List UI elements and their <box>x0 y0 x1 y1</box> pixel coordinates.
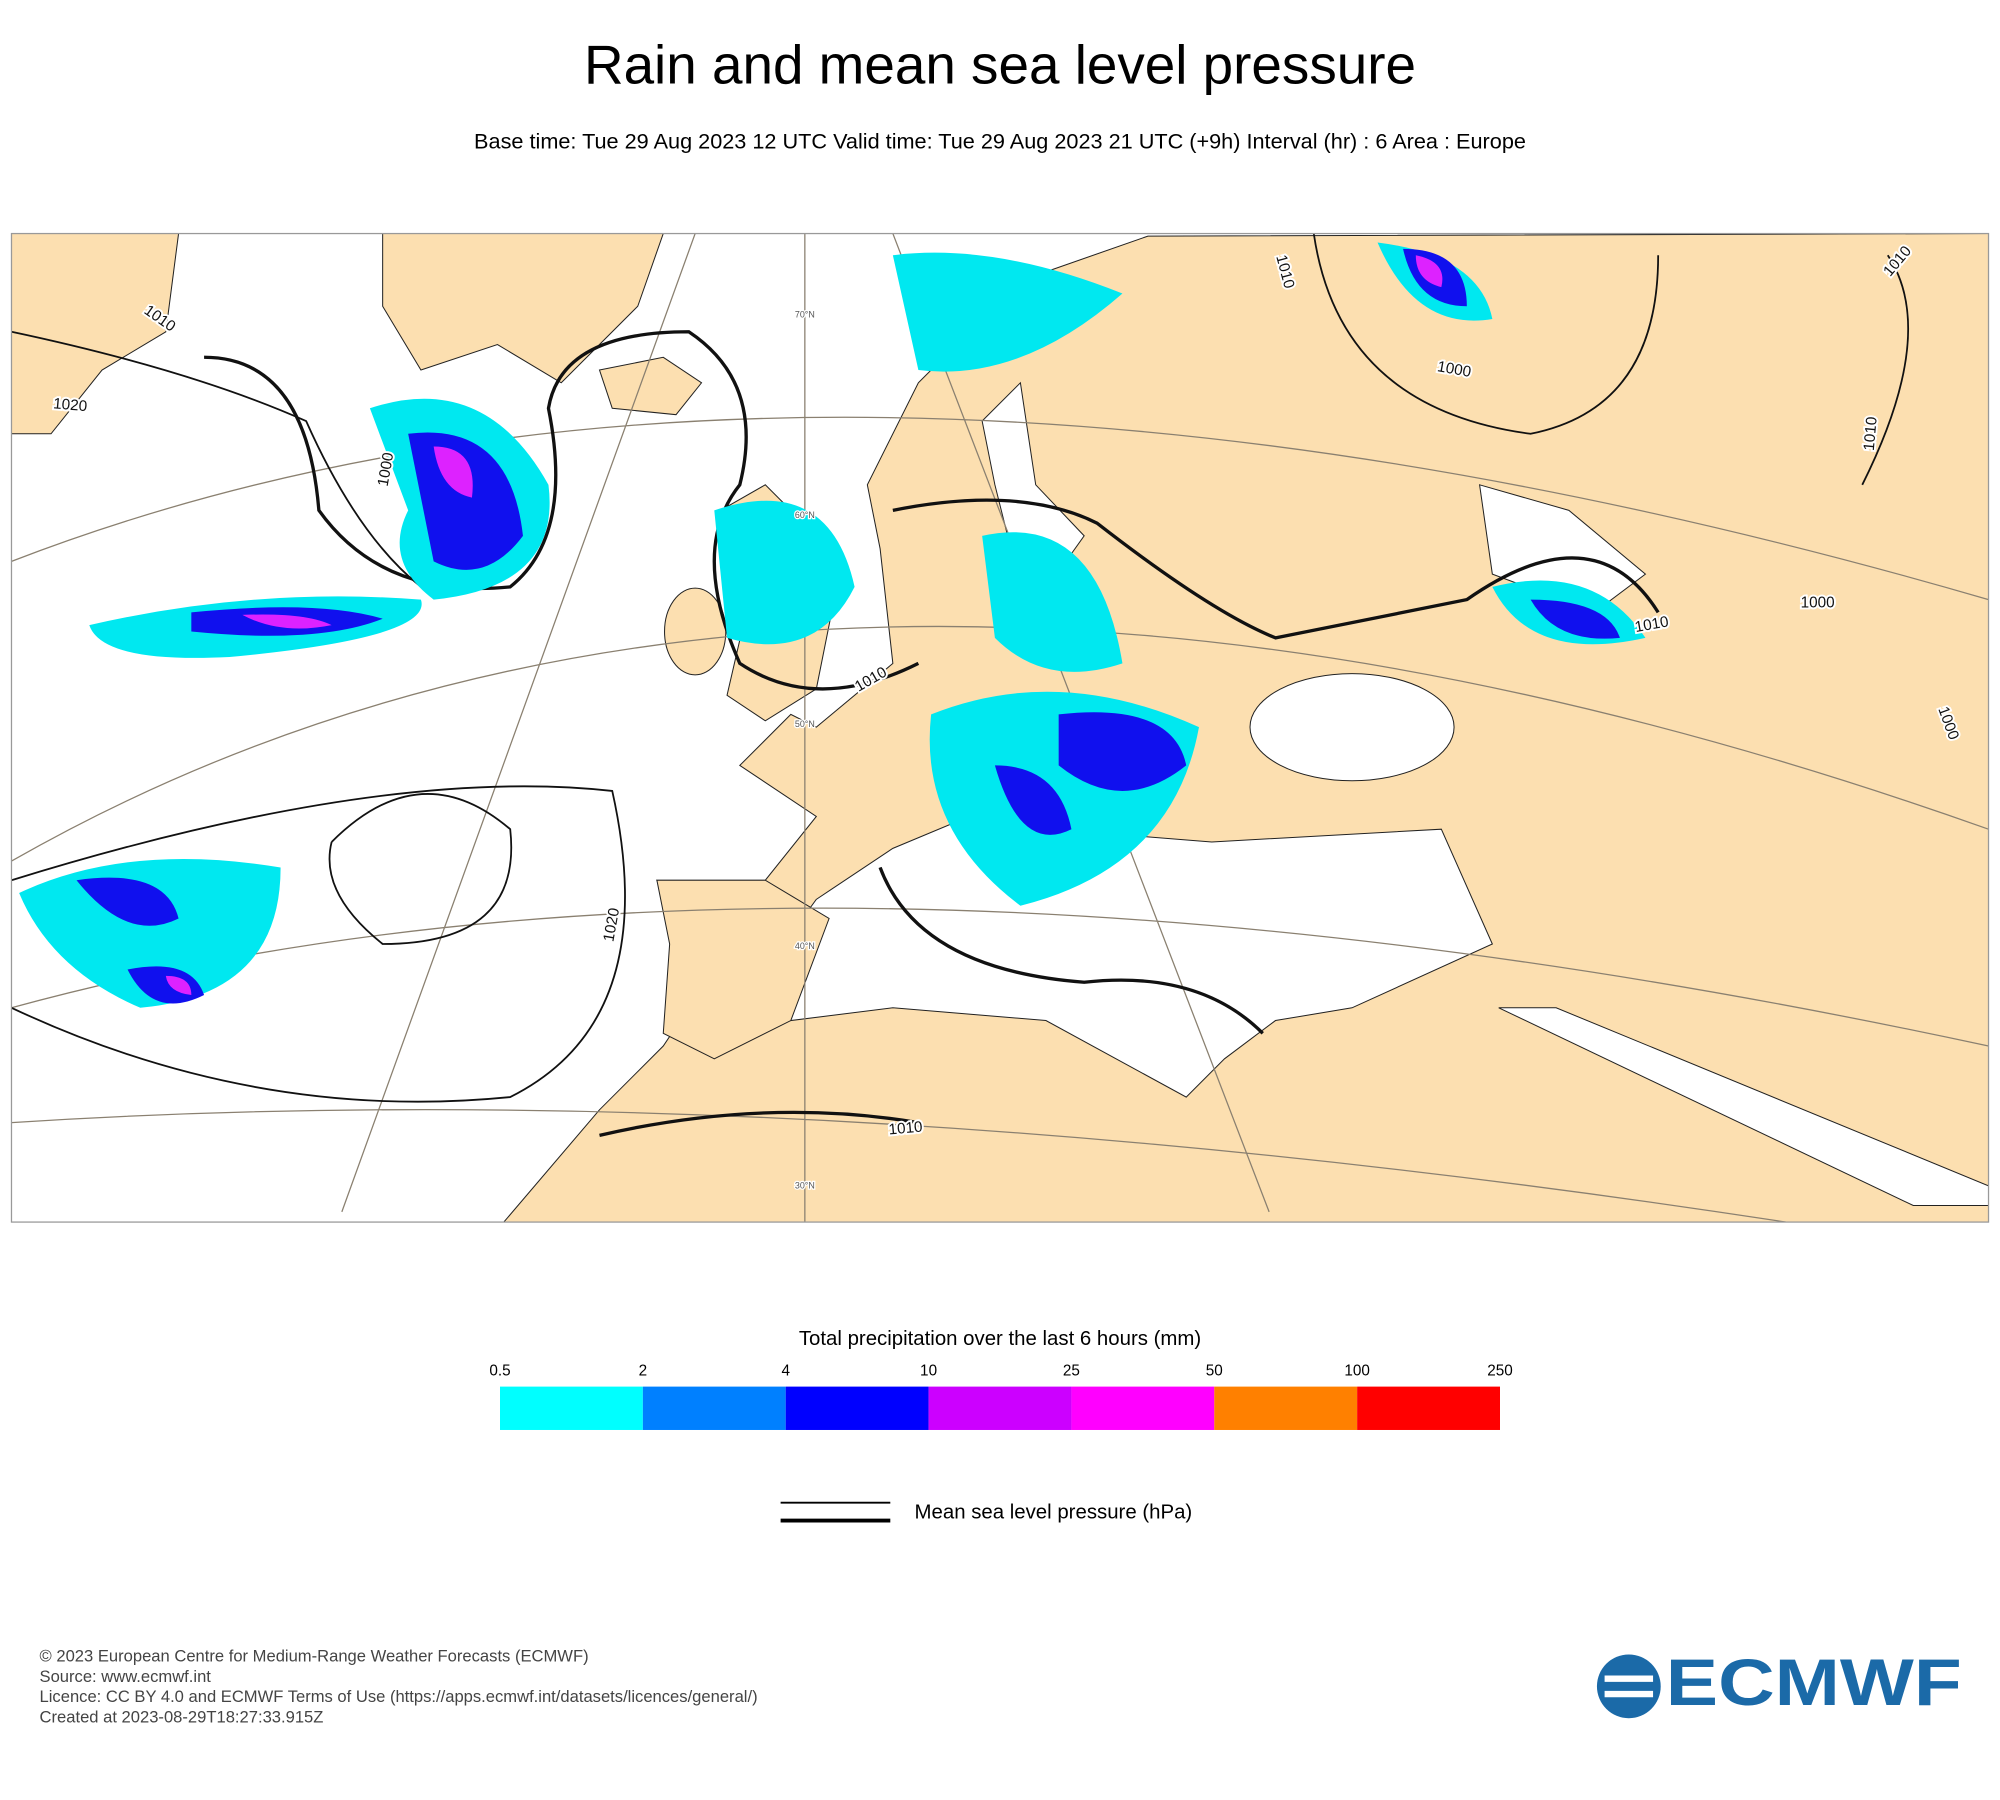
isobar <box>204 330 1660 1137</box>
caspian <box>1478 484 1647 613</box>
colorbar-tick-label: 50 <box>1206 1362 1223 1379</box>
isobar-label: 1010 <box>1861 416 1881 451</box>
colorbar-segment <box>1214 1386 1358 1430</box>
isobar-label: 1000 <box>1801 594 1835 611</box>
footer: © 2023 European Centre for Medium-Range … <box>40 1646 758 1726</box>
colorbar-segment <box>1071 1386 1215 1430</box>
colorbar: 0.5 2 4 10 25 50 100 250 <box>489 1362 1513 1430</box>
map: 1010102010001010102010101010100010101010… <box>10 232 1990 1223</box>
colorbar-tick-label: 100 <box>1344 1362 1370 1379</box>
colorbar-tick-label: 250 <box>1487 1362 1513 1379</box>
logo-emblem-lines <box>1604 1675 1654 1698</box>
logo: ECMWF <box>1596 1646 1962 1720</box>
greenland <box>382 233 664 384</box>
colorbar-segment <box>785 1386 929 1430</box>
latitude-label: 70°N <box>795 310 815 320</box>
iberia <box>656 879 830 1060</box>
latitude-label: 50°N <box>795 719 815 729</box>
colorbar-segment <box>928 1386 1072 1430</box>
colorbar-title: Total precipitation over the last 6 hour… <box>799 1328 1201 1350</box>
logo-emblem <box>1596 1654 1661 1719</box>
colorbar-tick-label: 0.5 <box>489 1362 510 1379</box>
colorbar-segment <box>642 1386 786 1430</box>
canada <box>11 233 180 435</box>
colorbar-tick-label: 25 <box>1063 1362 1080 1379</box>
latitude-label: 60°N <box>795 510 815 520</box>
title: Rain and mean sea level pressure <box>584 33 1416 95</box>
map-frame <box>10 232 1990 1223</box>
red-sea <box>1498 1007 1989 1206</box>
footer-line: © 2023 European Centre for Medium-Range … <box>40 1646 589 1665</box>
colorbar-segment <box>500 1386 643 1430</box>
colorbar-segment <box>1357 1386 1500 1430</box>
footer-line: Source: www.ecmwf.int <box>40 1667 212 1686</box>
footer-line: Created at 2023-08-29T18:27:33.915Z <box>40 1708 324 1727</box>
colorbar-tick-label: 4 <box>781 1362 790 1379</box>
ireland <box>664 587 727 676</box>
logo-text: ECMWF <box>1666 1646 1962 1720</box>
footer-line: Licence: CC BY 4.0 and ECMWF Terms of Us… <box>40 1687 758 1706</box>
iceland <box>598 356 703 416</box>
isobar-label: 1010 <box>888 1119 923 1139</box>
subtitle: Base time: Tue 29 Aug 2023 12 UTC Valid … <box>474 129 1526 154</box>
colorbar-tick-label: 2 <box>639 1362 648 1379</box>
latitude-label: 40°N <box>795 941 815 951</box>
latitude-label: 30°N <box>795 1181 815 1191</box>
isobar-label: 1020 <box>53 395 88 415</box>
legend-line-label: Mean sea level pressure (hPa) <box>915 1501 1193 1523</box>
colorbar-tick-label: 10 <box>920 1362 937 1379</box>
isobar <box>11 233 1909 1103</box>
black-sea <box>1249 673 1455 782</box>
